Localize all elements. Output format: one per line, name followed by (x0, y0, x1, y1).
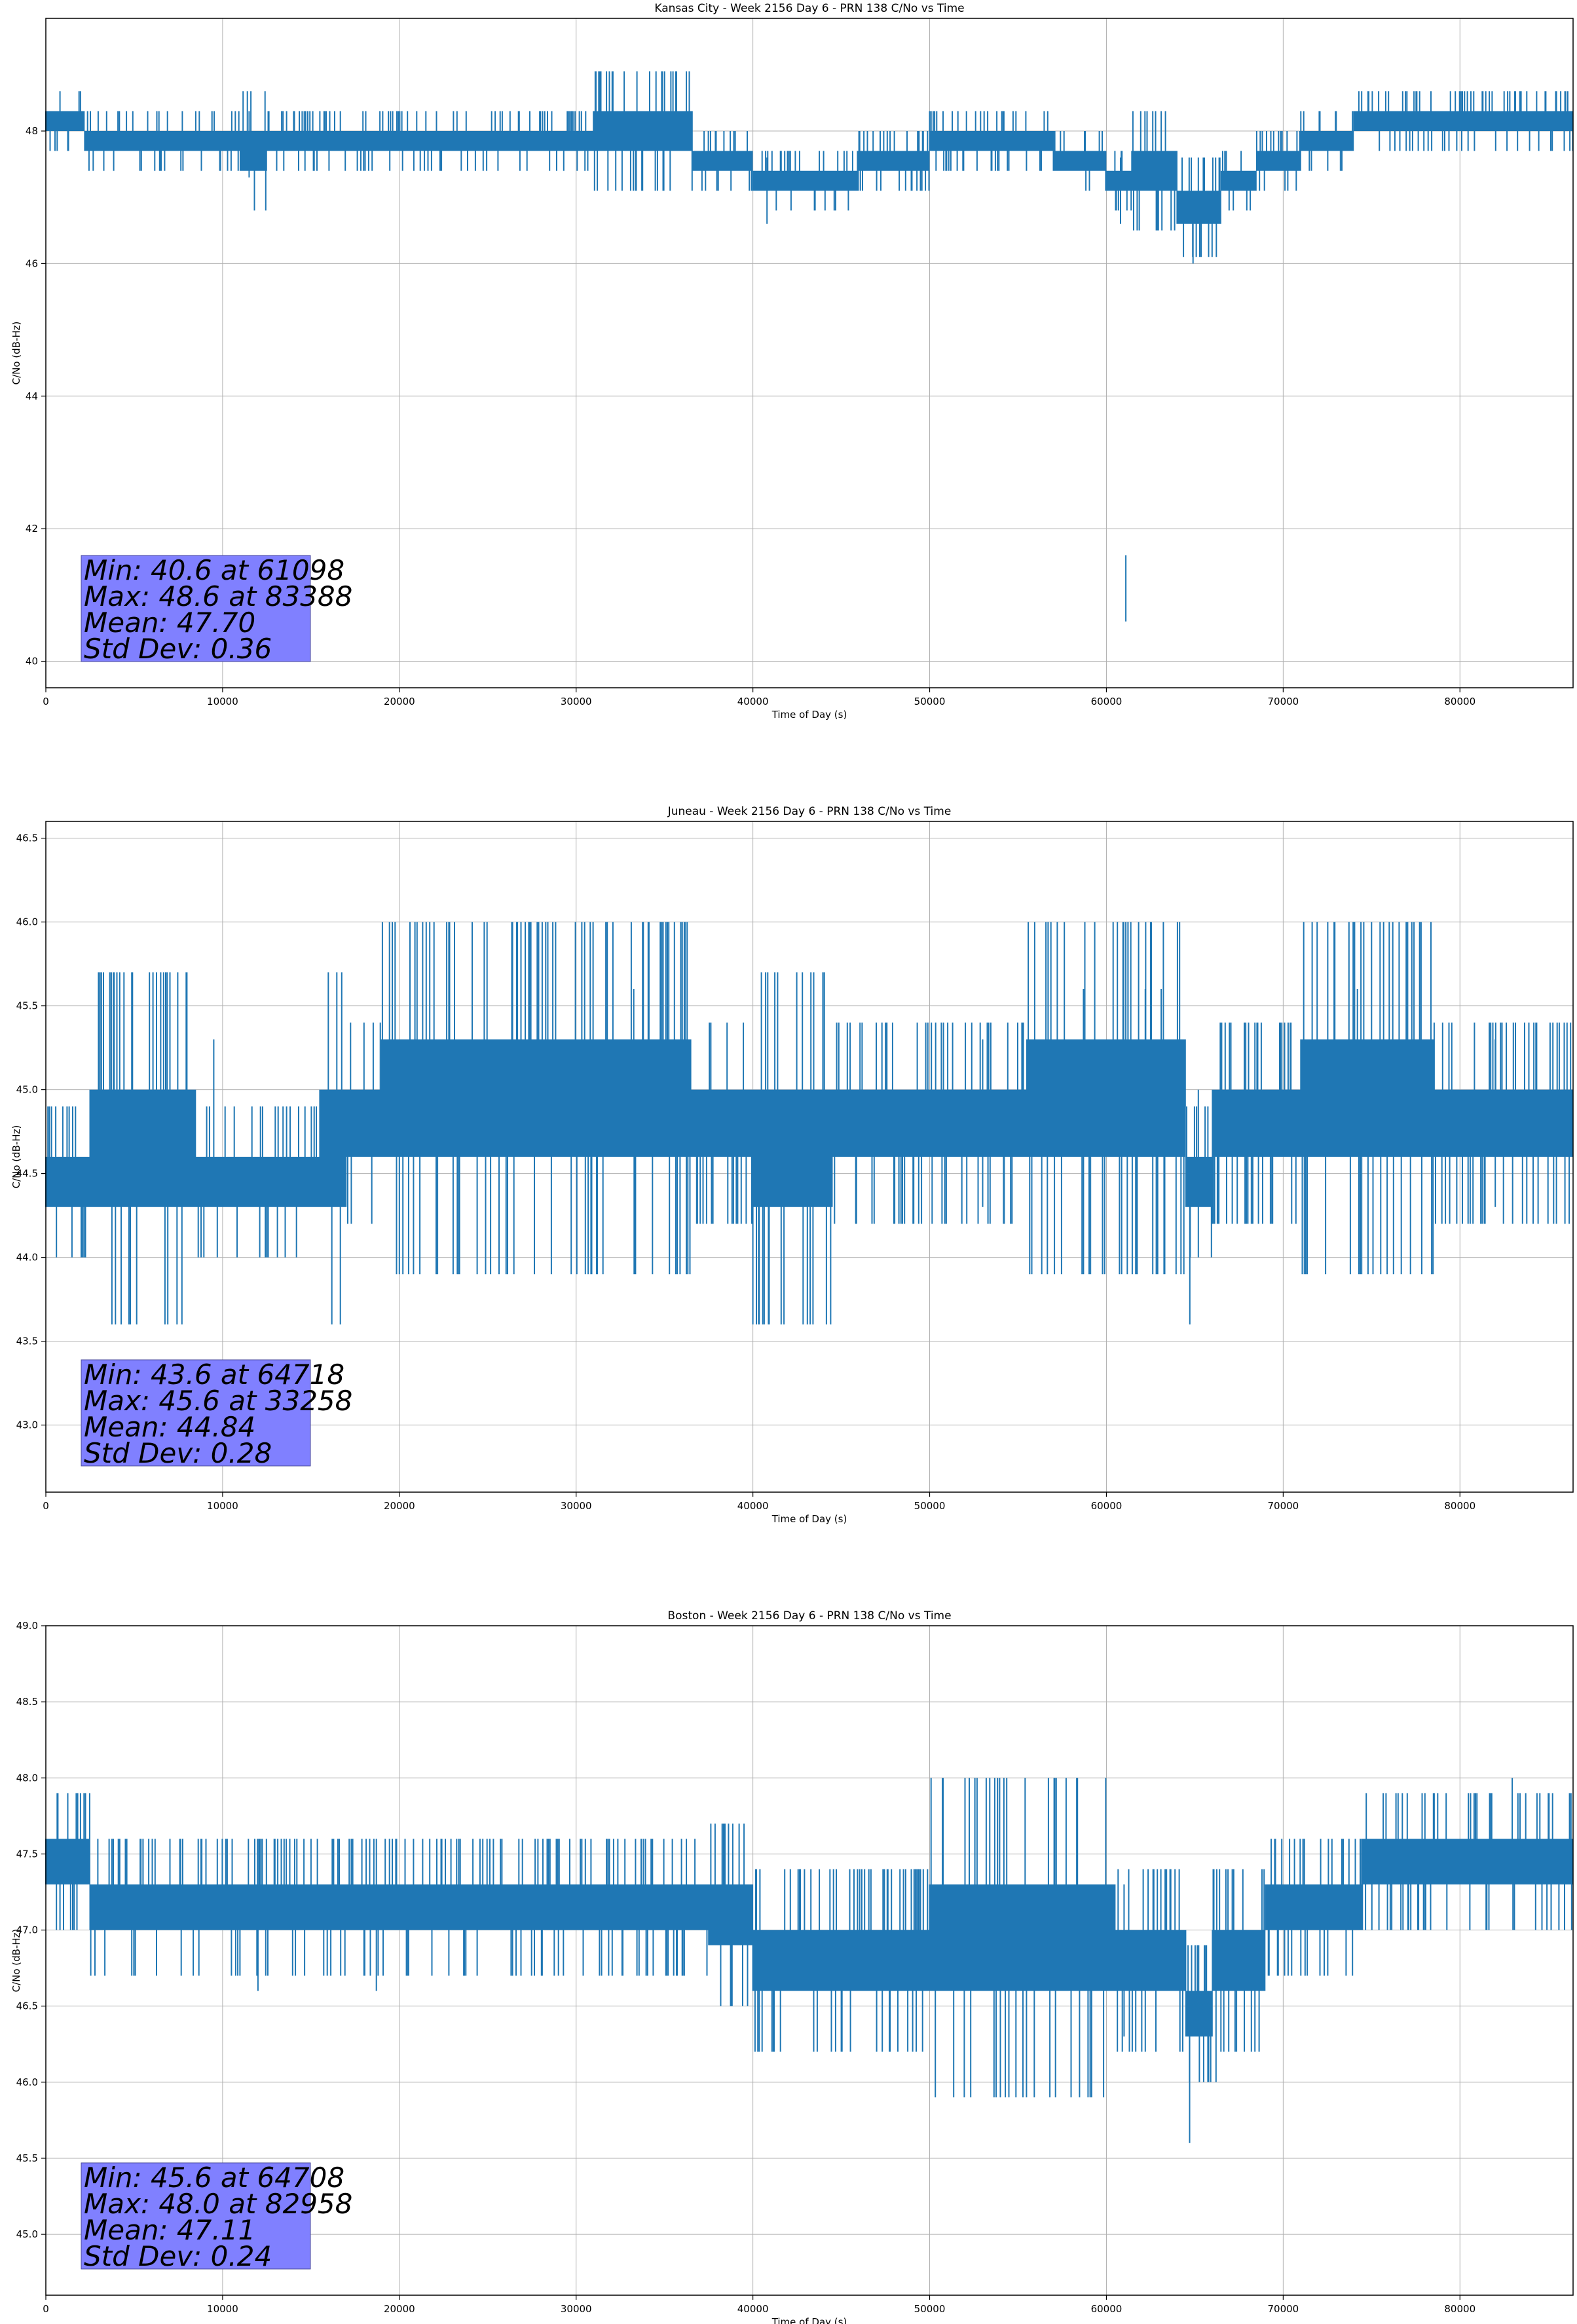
y-tick-label: 46.5 (16, 2000, 38, 2012)
x-tick-label: 40000 (737, 1500, 769, 1512)
y-tick-label: 44.0 (16, 1252, 38, 1264)
x-tick-label: 0 (43, 2303, 49, 2315)
stats-box (81, 2162, 311, 2270)
x-tick-label: 60000 (1091, 696, 1122, 707)
x-tick-label: 20000 (384, 2303, 415, 2315)
x-tick-label: 0 (43, 1500, 49, 1512)
x-tick-label: 50000 (914, 696, 946, 707)
y-tick-label: 46 (26, 257, 38, 269)
chart-panel-1: 0 10000 20000 30000 40000 50000 60000 70000 8000… (10, 805, 1574, 1525)
y-tick-label: 45.5 (16, 1000, 38, 1012)
stats-line: Mean: 47.11 (84, 2214, 255, 2246)
y-tick-label: 43.5 (16, 1336, 38, 1347)
y-tick-label: 45.0 (16, 2228, 38, 2240)
y-axis-label: C/No (dB-Hz) (10, 1125, 22, 1189)
x-tick-label: 70000 (1267, 1500, 1299, 1512)
x-axis-label: Time of Day (s) (771, 2316, 847, 2324)
stats-line: Std Dev: 0.28 (84, 1437, 272, 1469)
x-tick-label: 30000 (561, 2303, 592, 2315)
y-tick-label: 48 (26, 125, 38, 137)
x-tick-label: 80000 (1444, 1500, 1475, 1512)
chart-title: Kansas City - Week 2156 Day 6 - PRN 138 … (654, 2, 964, 15)
cno-series-line (45, 71, 1574, 622)
x-tick-label: 60000 (1091, 2303, 1122, 2315)
stats-line: Std Dev: 0.24 (84, 2240, 272, 2272)
cno-series-line (45, 922, 1574, 1324)
stats-line: Max: 45.6 at 33258 (84, 1385, 352, 1417)
stats-line: Max: 48.6 at 83388 (84, 580, 352, 612)
stats-line: Min: 43.6 at 64718 (84, 1359, 344, 1391)
y-axis-label: C/No (dB-Hz) (10, 322, 22, 385)
x-tick-label: 0 (43, 696, 49, 707)
y-tick-label: 47.0 (16, 1924, 38, 1936)
chart-title: Boston - Week 2156 Day 6 - PRN 138 C/No … (667, 1609, 951, 1622)
x-tick-label: 50000 (914, 1500, 946, 1512)
y-tick-label: 45.0 (16, 1084, 38, 1096)
y-tick-label: 46.0 (16, 2076, 38, 2088)
x-tick-label: 40000 (737, 696, 769, 707)
x-tick-label: 80000 (1444, 696, 1475, 707)
x-axis-label: Time of Day (s) (771, 709, 847, 721)
chart-panel-2: 0 10000 20000 30000 40000 50000 60000 70000 8000… (10, 1609, 1574, 2324)
y-tick-label: 46.0 (16, 916, 38, 928)
y-axis-label: C/No (dB-Hz) (10, 1929, 22, 1993)
y-tick-label: 40 (26, 656, 38, 667)
x-tick-label: 10000 (207, 696, 238, 707)
stats-line: Max: 48.0 at 82958 (84, 2188, 352, 2220)
stats-line: Mean: 44.84 (84, 1411, 255, 1443)
x-tick-label: 70000 (1267, 2303, 1299, 2315)
x-tick-label: 30000 (561, 1500, 592, 1512)
axes-frame (45, 1625, 1574, 2296)
cno-series-line (45, 1778, 1573, 2143)
y-tick-label: 45.5 (16, 2152, 38, 2164)
y-tick-label: 43.0 (16, 1419, 38, 1431)
chart-panel-0: 0 10000 20000 30000 40000 50000 60000 70000 8000… (10, 2, 1574, 721)
stats-line: Min: 40.6 at 61098 (84, 554, 344, 586)
x-axis-label: Time of Day (s) (771, 1513, 847, 1525)
x-tick-label: 60000 (1091, 1500, 1122, 1512)
y-tick-label: 47.5 (16, 1848, 38, 1860)
y-tick-label: 48.5 (16, 1696, 38, 1708)
x-tick-label: 20000 (384, 1500, 415, 1512)
y-tick-label: 44 (26, 390, 38, 402)
x-tick-label: 20000 (384, 696, 415, 707)
x-tick-label: 70000 (1267, 696, 1299, 707)
x-tick-label: 10000 (207, 2303, 238, 2315)
x-tick-label: 80000 (1444, 2303, 1475, 2315)
y-tick-label: 49.0 (16, 1620, 38, 1632)
stats-line: Mean: 47.70 (84, 607, 255, 639)
axes-frame (45, 821, 1574, 1493)
x-tick-label: 10000 (207, 1500, 238, 1512)
chart-title: Juneau - Week 2156 Day 6 - PRN 138 C/No … (667, 805, 952, 818)
y-tick-label: 44.5 (16, 1168, 38, 1180)
stats-line: Std Dev: 0.36 (84, 633, 272, 665)
stats-line: Min: 45.6 at 64708 (84, 2162, 344, 2194)
y-tick-label: 46.5 (16, 833, 38, 844)
stats-box (81, 1359, 311, 1467)
x-tick-label: 30000 (561, 696, 592, 707)
y-tick-label: 42 (26, 523, 38, 534)
stats-box (81, 555, 311, 662)
y-tick-label: 48.0 (16, 1772, 38, 1784)
x-tick-label: 50000 (914, 2303, 946, 2315)
axes-frame (45, 18, 1574, 688)
x-tick-label: 40000 (737, 2303, 769, 2315)
